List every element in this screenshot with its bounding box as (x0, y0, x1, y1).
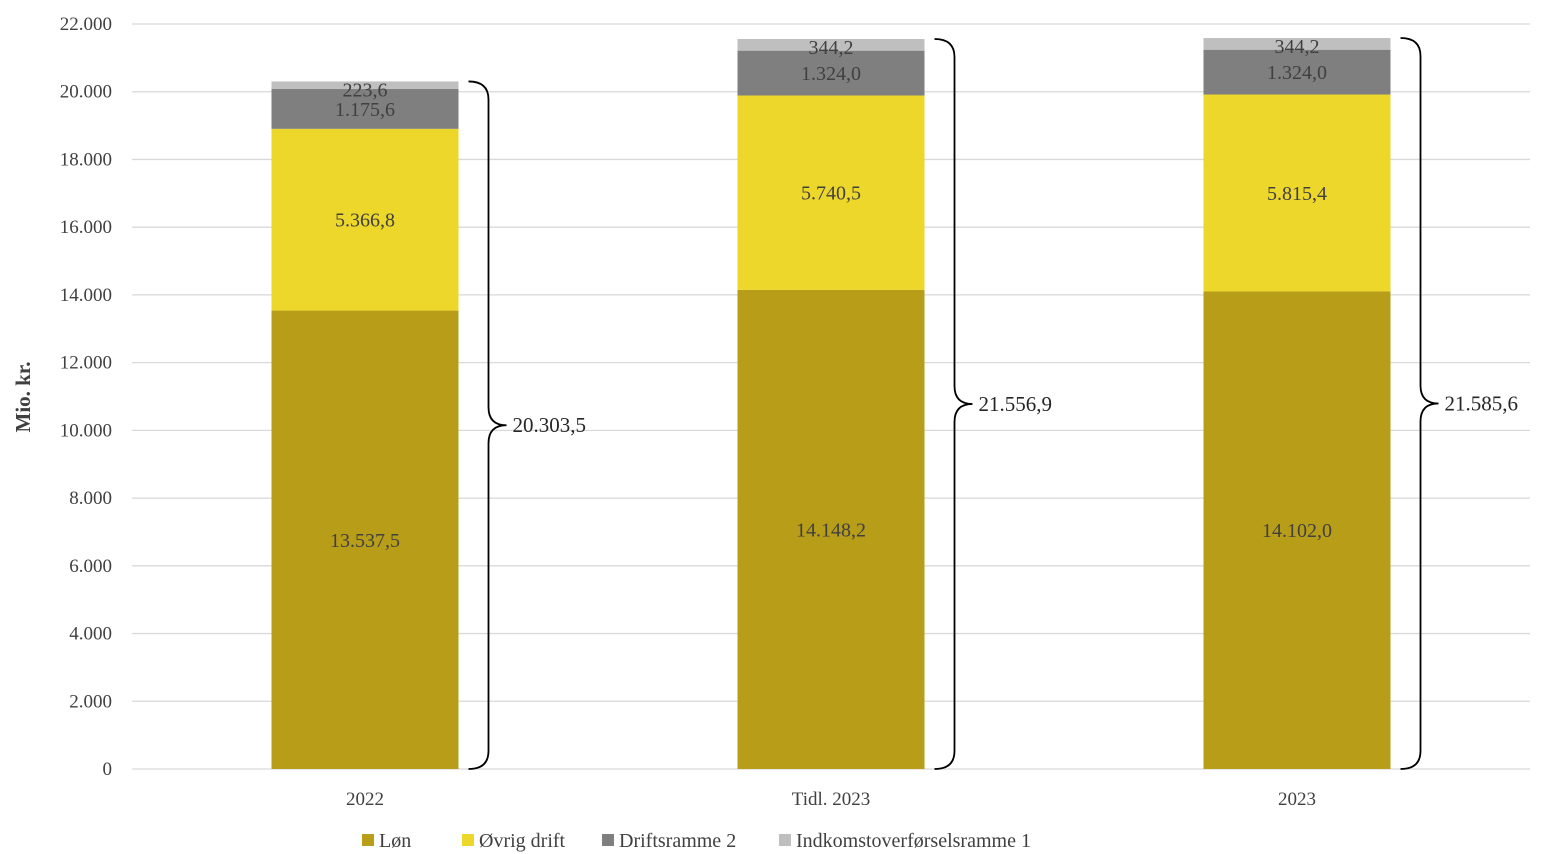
legend-label: Driftsramme 2 (619, 830, 736, 852)
data-label: 344,2 (809, 37, 854, 59)
data-label: 5.366,8 (335, 210, 395, 232)
bar-segment (1203, 49, 1391, 95)
legend-swatch (779, 834, 791, 846)
y-tick-label: 8.000 (69, 488, 112, 509)
total-bracket (468, 80, 507, 770)
bar-segment (737, 50, 925, 96)
legend-swatch (462, 834, 474, 846)
legend: Løn Øvrig drift Driftsramme 2 Indkomstoverf… (362, 830, 1031, 852)
axis-ticks: 0 2.000 4.000 6.000 8.000 10.000 12.000 14.000 1… (60, 14, 1316, 810)
y-tick-label: 16.000 (60, 217, 112, 238)
bar-segment (271, 89, 459, 129)
legend-label: Løn (379, 830, 411, 852)
bar-segment (1203, 291, 1391, 769)
data-label: 5.740,5 (801, 183, 861, 205)
legend-swatch (602, 834, 614, 846)
x-tick-label: 2023 (1278, 789, 1316, 810)
bar-segment (1203, 38, 1391, 50)
legend-swatch (362, 834, 374, 846)
y-axis-title: Mio. kr. (11, 362, 35, 433)
y-tick-label: 18.000 (60, 149, 112, 170)
data-label: 1.175,6 (335, 99, 395, 121)
data-label: 5.815,4 (1267, 183, 1327, 205)
total-label: 21.585,6 (1445, 392, 1519, 416)
data-label: 14.148,2 (796, 519, 866, 541)
data-label: 1.324,0 (801, 63, 861, 85)
total-bracket (934, 38, 973, 770)
y-tick-label: 4.000 (69, 624, 112, 645)
bar-segment (271, 310, 459, 769)
x-tick-label: 2022 (346, 789, 384, 810)
legend-label: Indkomstoverførselsramme 1 (796, 830, 1031, 852)
y-tick-label: 10.000 (60, 420, 112, 441)
y-tick-label: 14.000 (60, 285, 112, 306)
y-tick-label: 2.000 (69, 691, 112, 712)
bar-segment (737, 95, 925, 290)
bar-segment (737, 39, 925, 51)
bar-segment (271, 128, 459, 311)
x-tick-label: Tidl. 2023 (792, 789, 871, 810)
data-label: 344,2 (1275, 36, 1320, 58)
bar-segment (737, 289, 925, 769)
y-tick-label: 20.000 (60, 82, 112, 103)
legend-label: Øvrig drift (479, 830, 566, 852)
total-brackets: 20.303,5 21.556,9 21.585,6 (468, 37, 1519, 770)
total-label: 21.556,9 (979, 392, 1053, 416)
data-label: 1.324,0 (1267, 62, 1327, 84)
data-label: 14.102,0 (1262, 520, 1332, 542)
total-bracket (1400, 37, 1439, 770)
y-tick-label: 6.000 (69, 556, 112, 577)
data-label: 13.537,5 (330, 530, 400, 552)
total-label: 20.303,5 (513, 413, 587, 437)
data-label: 223,6 (343, 79, 388, 101)
y-tick-label: 22.000 (60, 14, 112, 35)
bar-segment (1203, 94, 1391, 292)
y-tick-label: 12.000 (60, 353, 112, 374)
bar-segment (271, 81, 459, 90)
y-tick-label: 0 (103, 759, 113, 780)
